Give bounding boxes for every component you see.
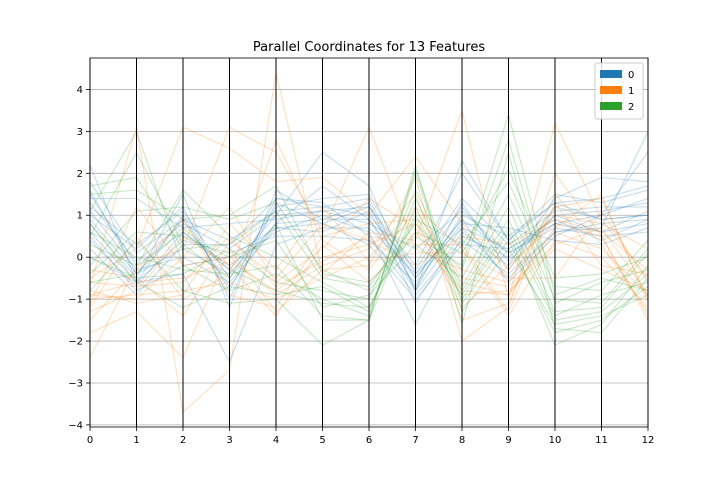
x-tick-label-8: 8 [459,435,465,446]
x-tick-label-9: 9 [505,435,511,446]
x-tick-label-2: 2 [180,435,186,446]
x-tick-label-7: 7 [412,435,418,446]
y-tick-label-6: 2 [77,169,83,180]
y-tick-label-7: 3 [77,127,83,138]
x-tick-label-4: 4 [273,435,279,446]
y-tick-label-0: −4 [68,420,83,431]
y-tick-label-3: −1 [68,295,83,306]
x-tick-label-12: 12 [642,435,655,446]
legend-label-1: 1 [628,86,634,97]
x-tick-label-0: 0 [87,435,93,446]
x-tick-label-5: 5 [319,435,325,446]
legend-swatch-0 [600,70,622,78]
y-tick-label-5: 1 [77,211,83,222]
chart-title: Parallel Coordinates for 13 Features [253,40,485,55]
x-tick-label-1: 1 [133,435,139,446]
x-tick-label-11: 11 [595,435,608,446]
y-tick-label-8: 4 [77,85,83,96]
y-tick-label-1: −3 [68,378,83,389]
y-tick-label-2: −2 [68,337,83,348]
legend-label-2: 2 [628,102,634,113]
legend-swatch-2 [600,102,622,110]
x-tick-label-6: 6 [366,435,372,446]
y-tick-label-4: 0 [77,253,83,264]
legend-label-0: 0 [628,70,634,81]
x-tick-label-3: 3 [226,435,232,446]
legend-swatch-1 [600,86,622,94]
x-tick-label-10: 10 [549,435,562,446]
legend: 0 1 2 [594,62,644,120]
